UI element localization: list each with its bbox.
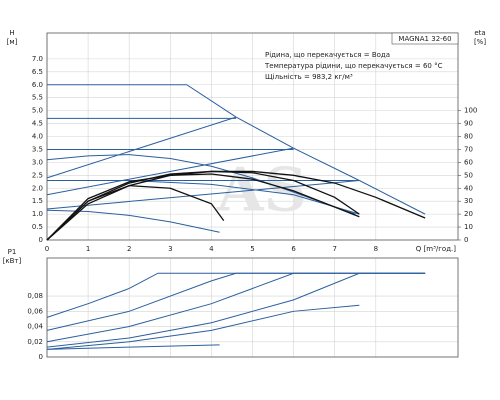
y-tick-label: 6.0 xyxy=(32,81,43,89)
curve xyxy=(47,84,426,215)
y2-tick-label: 80 xyxy=(464,133,473,141)
curve xyxy=(46,173,360,241)
x-tick-label: 6 xyxy=(291,245,296,253)
y2-tick-label: 0 xyxy=(464,236,468,244)
y2-axis-label: eta xyxy=(474,29,485,37)
curve xyxy=(46,116,237,179)
y-tick-label: 5.0 xyxy=(32,107,43,115)
y-axis-unit: [кВт] xyxy=(3,257,22,265)
y-tick-label: 0,04 xyxy=(27,323,43,331)
curve xyxy=(46,170,360,241)
x-axis-label: Q [m³/год.] xyxy=(416,245,456,253)
curve xyxy=(46,147,294,196)
y-tick-label: 1.5 xyxy=(32,197,43,205)
annotation: Щільність = 983,2 кг/м³ xyxy=(265,73,353,81)
y-axis-label: H xyxy=(9,29,14,37)
curve xyxy=(47,179,360,215)
y-tick-label: 3.0 xyxy=(32,158,43,166)
y-tick-label: 4.0 xyxy=(32,133,43,141)
curve xyxy=(46,344,220,350)
curve xyxy=(46,185,225,241)
y-tick-label: 0,02 xyxy=(27,338,43,346)
y2-tick-label: 70 xyxy=(464,145,473,153)
y2-axis-unit: [%] xyxy=(474,38,486,46)
y2-tick-label: 20 xyxy=(464,210,473,218)
x-tick-label: 1 xyxy=(86,245,90,253)
chart-title: MAGNA1 32-60 xyxy=(398,35,451,43)
x-tick-label: 3 xyxy=(168,245,172,253)
y-tick-label: 5.5 xyxy=(32,94,43,102)
y-tick-label: 0.5 xyxy=(32,223,43,231)
curve xyxy=(46,209,220,233)
curve xyxy=(46,154,356,215)
curve xyxy=(46,304,360,350)
y-tick-label: 2.0 xyxy=(32,184,43,192)
curve xyxy=(46,272,426,343)
annotation: Температура рідини, що перекачується = 6… xyxy=(264,62,443,70)
x-tick-label: 5 xyxy=(250,245,254,253)
y2-tick-label: 10 xyxy=(464,223,473,231)
y2-tick-label: 60 xyxy=(464,158,473,166)
curve xyxy=(46,179,360,210)
y-tick-label: 2.5 xyxy=(32,171,43,179)
x-tick-label: 4 xyxy=(209,245,214,253)
y-tick-label: 4.5 xyxy=(32,120,43,128)
y2-tick-label: 50 xyxy=(464,171,473,179)
y-tick-label: 0,06 xyxy=(27,307,43,315)
annotation: Рідина, що перекачується = Вода xyxy=(265,51,390,59)
x-tick-label: 2 xyxy=(127,245,131,253)
y-tick-label: 3.5 xyxy=(32,145,43,153)
y2-tick-label: 40 xyxy=(464,184,473,192)
plot-frame xyxy=(46,257,459,358)
y-axis-label: P1 xyxy=(8,248,17,256)
y-tick-label: 1.0 xyxy=(32,210,43,218)
y-tick-label: 0 xyxy=(39,353,43,361)
y2-tick-label: 100 xyxy=(464,107,477,115)
x-tick-label: 0 xyxy=(45,245,49,253)
y-axis-unit: [м] xyxy=(7,38,18,46)
y-tick-label: 6.5 xyxy=(32,68,43,76)
y-tick-label: 0 xyxy=(39,236,43,244)
y2-tick-label: 30 xyxy=(464,197,473,205)
x-tick-label: 8 xyxy=(374,245,378,253)
title-box xyxy=(391,32,459,45)
x-tick-label: 7 xyxy=(332,245,336,253)
y-tick-label: 0,08 xyxy=(27,292,43,300)
curve xyxy=(46,272,426,348)
y-tick-label: 7.0 xyxy=(32,55,43,63)
y2-tick-label: 90 xyxy=(464,120,473,128)
